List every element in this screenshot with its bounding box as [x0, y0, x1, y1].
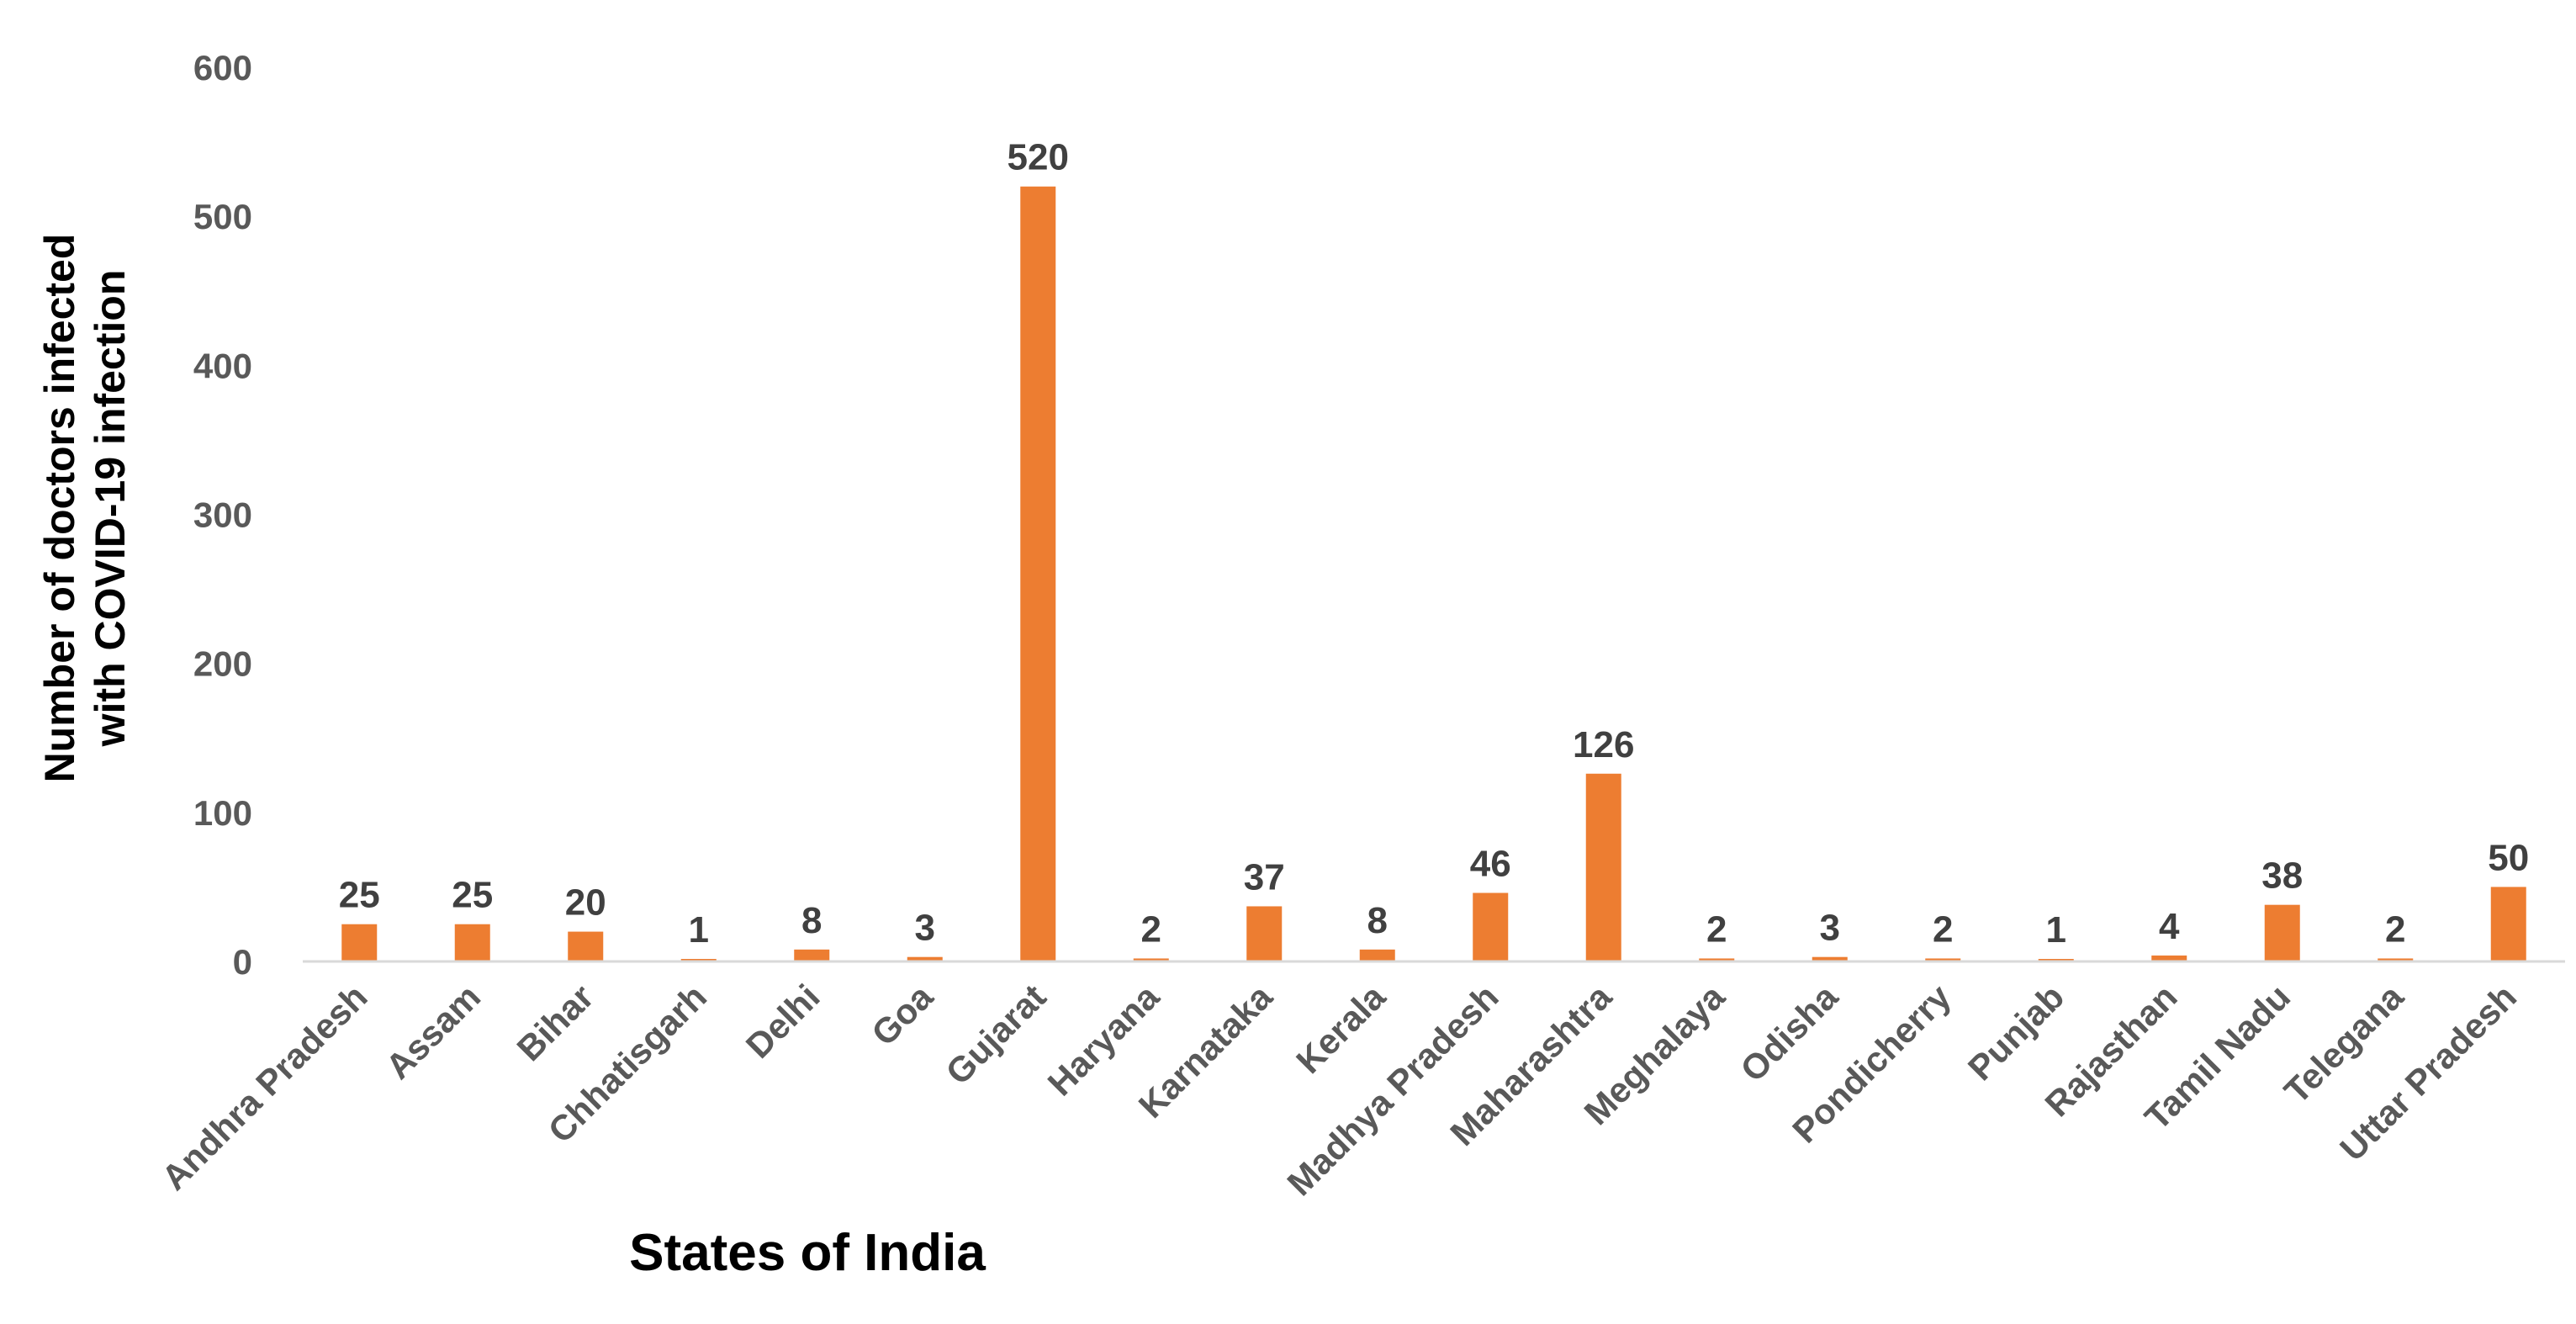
x-tick-label: Goa [864, 977, 940, 1053]
x-tick-label: Andhra Pradesh [154, 977, 375, 1198]
data-label: 38 [2261, 855, 2303, 897]
y-tick-label: 100 [193, 793, 252, 833]
bar [1246, 906, 1283, 961]
data-label: 25 [452, 875, 493, 916]
x-axis-title: States of India [629, 1224, 986, 1282]
bar [2151, 955, 2187, 961]
x-tick-label: Kerala [1288, 977, 1393, 1081]
data-label: 8 [1367, 900, 1388, 941]
data-label: 3 [1820, 908, 1840, 949]
data-label: 46 [1470, 844, 1511, 885]
y-tick-label: 500 [193, 197, 252, 236]
data-label: 1 [689, 909, 709, 951]
bar [454, 924, 490, 961]
data-label: 37 [1244, 856, 1285, 898]
data-label: 126 [1573, 724, 1634, 765]
data-label: 25 [339, 875, 380, 916]
bar [1925, 958, 1961, 961]
data-label: 1 [2046, 909, 2066, 951]
bar [907, 956, 943, 961]
x-tick-label: Gujarat [938, 977, 1053, 1092]
y-tick-label: 0 [233, 942, 252, 982]
bar [1699, 958, 1735, 961]
data-label: 50 [2488, 837, 2529, 878]
x-tick-label: Assam [378, 977, 488, 1087]
data-label: 8 [801, 900, 822, 941]
y-axis-ticks: 0 100 200 300 400 500 600 [193, 48, 252, 982]
data-label: 520 [1008, 137, 1069, 178]
bar [568, 931, 604, 961]
y-axis-title-line-1: Number of doctors infected [36, 234, 83, 783]
bar [341, 924, 378, 961]
bar [794, 949, 830, 961]
x-tick-label: Odisha [1732, 977, 1845, 1089]
bars [341, 186, 2526, 961]
x-tick-label: Madhya Pradesh [1279, 977, 1505, 1203]
data-label: 2 [2385, 908, 2405, 950]
y-tick-label: 600 [193, 48, 252, 87]
bar [2378, 958, 2414, 961]
bar [1812, 956, 1848, 961]
data-label: 2 [1706, 908, 1727, 950]
x-tick-label: Bihar [509, 977, 600, 1068]
x-tick-label: Delhi [738, 977, 828, 1066]
x-tick-label: Punjab [1960, 977, 2071, 1088]
data-labels: 25 25 20 1 8 3 520 2 37 8 46 126 2 3 2 1 4 38 2 50 [339, 137, 2529, 951]
bar [2490, 887, 2526, 961]
data-label: 4 [2159, 906, 2180, 947]
y-axis-title: Number of doctors infected with COVID-19… [36, 234, 134, 783]
bar [1133, 958, 1169, 961]
data-label: 20 [565, 882, 606, 924]
data-label: 2 [1141, 908, 1161, 950]
y-tick-label: 400 [193, 346, 252, 385]
bar [1585, 773, 1621, 961]
y-axis-title-line-2: with COVID-19 infection [87, 270, 134, 748]
bar [1020, 186, 1056, 961]
data-label: 3 [915, 908, 935, 949]
y-tick-label: 200 [193, 644, 252, 684]
bar [1359, 949, 1395, 961]
y-tick-label: 300 [193, 495, 252, 535]
data-label: 2 [1933, 908, 1953, 950]
bar [1473, 892, 1509, 961]
bar [2264, 904, 2300, 961]
